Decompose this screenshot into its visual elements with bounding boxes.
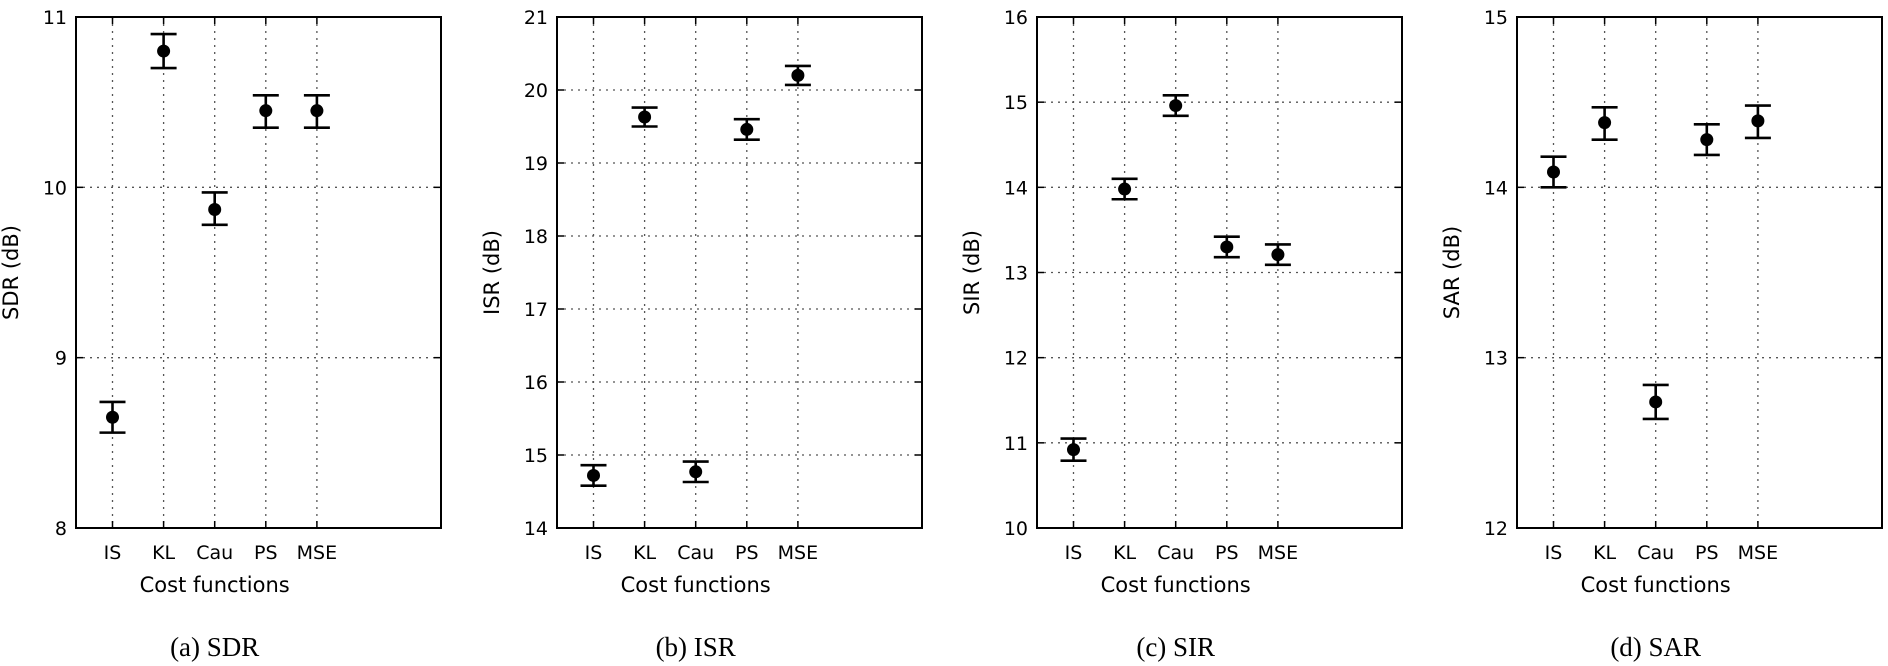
y-tick-label: 8: [55, 518, 67, 540]
data-point: [208, 202, 222, 216]
y-axis-label: SAR (dB): [1440, 226, 1464, 319]
x-tick-label: KL: [633, 542, 656, 564]
y-tick-label: 10: [43, 177, 67, 199]
data-point: [1067, 443, 1080, 457]
data-point: [1649, 395, 1663, 409]
y-tick-label: 20: [524, 80, 548, 102]
chart-panel-a: 8 9 10 11 IS KL Cau PS MSE Cost functions SDR (dB)…: [0, 7, 442, 662]
x-tick-label: MSE: [1738, 542, 1778, 564]
chart-panel-b: 14 15 16 17 18 19 20 21 IS KL Cau PS MSE Cost functio…: [480, 7, 923, 662]
y-tick-label: 14: [524, 518, 548, 540]
plot-frame: [1516, 16, 1883, 529]
data-point: [1118, 182, 1132, 196]
y-axis-label: ISR (dB): [480, 230, 504, 315]
chart-panel-d: 12 13 14 15 IS KL Cau PS MSE Cost functions SAR (d…: [1440, 7, 1883, 662]
x-tick-label: PS: [1215, 542, 1239, 564]
panel-caption: (c) SIR: [1136, 632, 1215, 662]
y-tick-label: 15: [1004, 92, 1028, 114]
y-tick-label: 17: [524, 299, 548, 321]
x-tick-label: Cau: [1637, 542, 1674, 564]
plot-frame: [75, 16, 442, 529]
y-tick-label: 9: [55, 348, 67, 370]
y-tick-label: 12: [1484, 518, 1508, 540]
data-point: [638, 110, 652, 124]
y-axis-label: SIR (dB): [960, 230, 984, 315]
y-tick-label: 13: [1484, 348, 1508, 370]
data-point: [310, 104, 324, 118]
panel-caption: (b) ISR: [656, 632, 736, 662]
data-point: [106, 410, 119, 424]
y-tick-label: 15: [1484, 7, 1508, 29]
data-point: [1700, 133, 1714, 147]
x-axis-label: Cost functions: [621, 573, 771, 597]
y-tick-label: 14: [1484, 177, 1508, 199]
data-point: [157, 44, 171, 58]
y-tick-label: 19: [524, 153, 548, 175]
y-tick-label: 18: [524, 226, 548, 248]
x-tick-label: PS: [254, 542, 278, 564]
y-axis-label: SDR (dB): [0, 225, 23, 320]
x-tick-label: PS: [1695, 542, 1719, 564]
data-point: [1220, 240, 1234, 254]
y-tick-label: 16: [1004, 7, 1028, 29]
data-point: [740, 122, 754, 136]
panel-caption: (a) SDR: [170, 632, 259, 662]
y-tick-label: 21: [524, 7, 548, 29]
x-tick-label: PS: [735, 542, 759, 564]
x-tick-label: MSE: [778, 542, 818, 564]
y-tick-label: 11: [1004, 433, 1028, 455]
data-point: [1751, 114, 1765, 128]
x-tick-label: KL: [1113, 542, 1136, 564]
x-tick-label: IS: [585, 542, 603, 564]
x-tick-label: Cau: [677, 542, 714, 564]
x-tick-label: IS: [1065, 542, 1083, 564]
plot-frame: [556, 16, 923, 529]
x-tick-label: IS: [1545, 542, 1563, 564]
y-tick-label: 11: [43, 7, 67, 29]
x-tick-label: IS: [104, 542, 122, 564]
x-axis-label: Cost functions: [140, 573, 290, 597]
x-tick-label: KL: [1593, 542, 1616, 564]
data-point: [1169, 99, 1183, 113]
chart-panel-c: 10 11 12 13 14 15 16 IS KL Cau PS MSE Cost functions…: [960, 7, 1403, 662]
y-tick-label: 10: [1004, 518, 1028, 540]
y-tick-label: 14: [1004, 177, 1028, 199]
data-point: [259, 104, 273, 118]
x-tick-label: Cau: [196, 542, 233, 564]
x-tick-label: MSE: [1258, 542, 1298, 564]
x-tick-label: Cau: [1157, 542, 1194, 564]
x-tick-label: MSE: [297, 542, 337, 564]
data-point: [1547, 165, 1560, 179]
data-point: [791, 68, 805, 82]
data-point: [689, 465, 703, 479]
y-tick-label: 15: [524, 445, 548, 467]
x-tick-label: KL: [152, 542, 175, 564]
y-tick-label: 16: [524, 372, 548, 394]
panel-caption: (d) SAR: [1610, 632, 1701, 662]
y-tick-label: 13: [1004, 263, 1028, 285]
x-axis-label: Cost functions: [1101, 573, 1251, 597]
data-point: [1271, 248, 1285, 262]
data-point: [1598, 116, 1612, 130]
y-tick-label: 12: [1004, 348, 1028, 370]
x-axis-label: Cost functions: [1581, 573, 1731, 597]
data-point: [587, 468, 600, 482]
